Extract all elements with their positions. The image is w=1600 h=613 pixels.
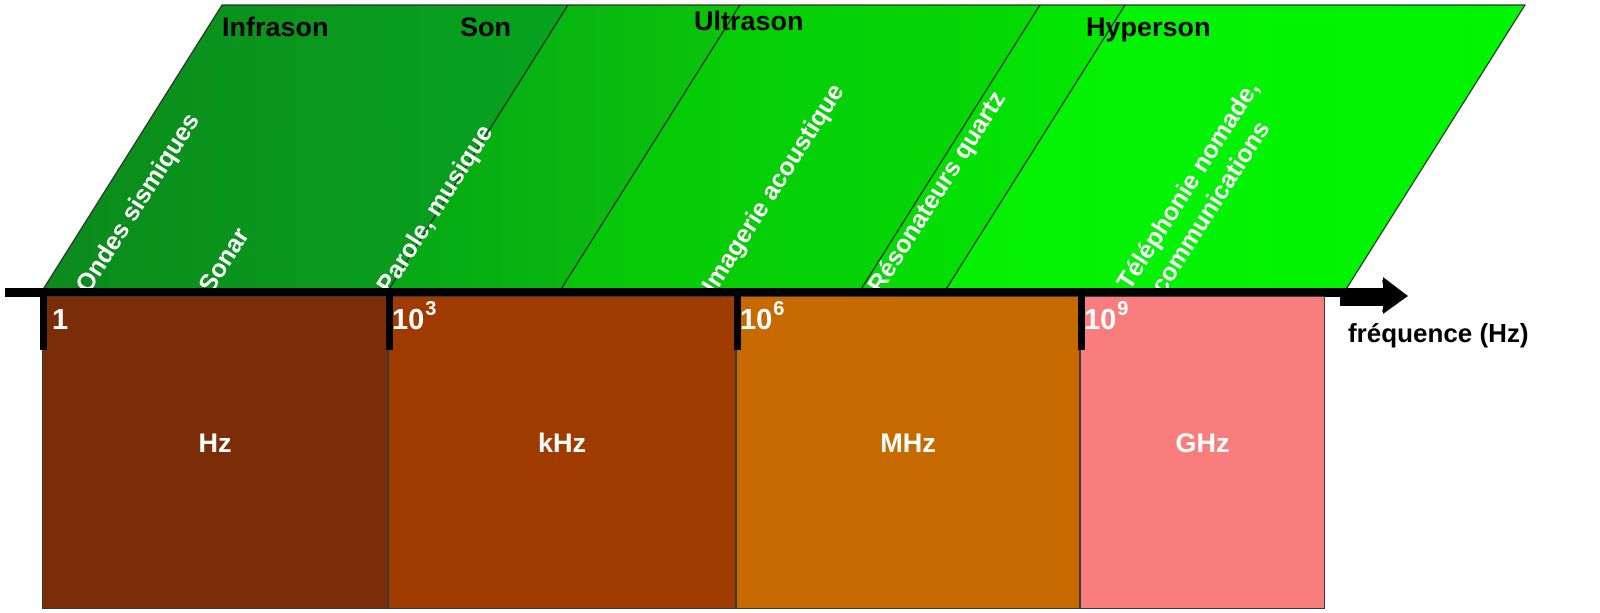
unit-label-hz: Hz	[198, 428, 232, 458]
category-label-infrason: Infrason	[222, 12, 329, 42]
tick-exponent-1e6: 6	[773, 298, 785, 321]
tick-value-1: 1	[52, 306, 68, 335]
tick-mantissa-1e6: 10	[740, 304, 773, 336]
tick-exponent-1e3: 3	[425, 298, 437, 321]
axis-tick-1e3	[386, 288, 393, 350]
acoustic-domain-band: Infrason Son Ultrason Hyperson Ondes sis…	[0, 0, 1600, 300]
category-label-son: Son	[460, 12, 511, 42]
tick-exponent-1e9: 9	[1117, 298, 1129, 321]
decade-box-ghz: GHz	[1080, 296, 1325, 609]
frequency-axis-line	[5, 288, 1385, 297]
unit-label-ghz: GHz	[1175, 428, 1230, 458]
tick-value-1e6: 106	[740, 299, 784, 336]
decade-box-mhz: MHz	[736, 296, 1080, 609]
unit-label-mhz: MHz	[880, 428, 936, 458]
green-slabs-svg	[40, 4, 1527, 292]
axis-arrowhead-icon	[1338, 277, 1408, 314]
axis-tick-1	[40, 288, 47, 350]
tick-mantissa-1e3: 10	[392, 304, 425, 336]
axis-label-frequence: fréquence (Hz)	[1348, 318, 1529, 348]
tick-value-1e3: 103	[392, 299, 436, 336]
tick-value-1e9: 109	[1084, 299, 1128, 336]
axis-tick-1e6	[734, 288, 741, 350]
tick-mantissa-1e9: 10	[1084, 304, 1117, 336]
category-label-ultrason: Ultrason	[694, 6, 804, 36]
tick-mantissa-1: 1	[52, 304, 69, 336]
axis-tick-1e9	[1078, 288, 1085, 350]
decade-box-hz: Hz	[42, 296, 388, 609]
decade-box-khz: kHz	[388, 296, 736, 609]
category-label-hyperson: Hyperson	[1086, 12, 1211, 42]
unit-label-khz: kHz	[537, 428, 586, 458]
